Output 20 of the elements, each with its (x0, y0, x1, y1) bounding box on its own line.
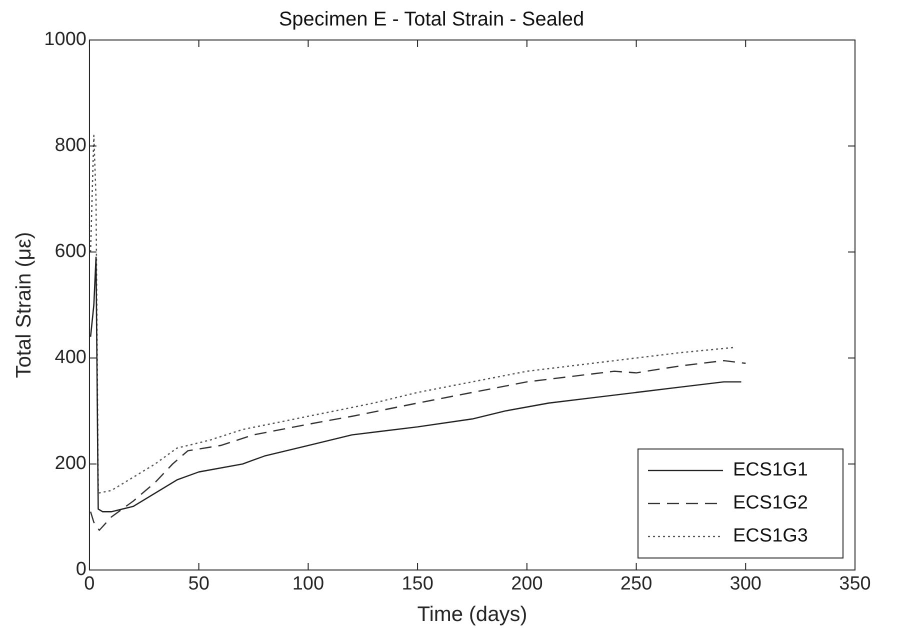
y-tick-label: 800 (54, 135, 86, 156)
y-tick-label: 1000 (44, 29, 86, 50)
x-tick-label: 150 (402, 574, 434, 595)
x-tick-label: 300 (730, 574, 762, 595)
line-series (90, 134, 736, 494)
legend-label: ECS1G1 (733, 460, 808, 481)
x-tick-label: 100 (292, 574, 324, 595)
y-tick-label: 400 (54, 347, 86, 368)
x-tick-label: 350 (839, 574, 871, 595)
x-tick-label: 200 (511, 574, 543, 595)
y-axis-title: Total Strain (με) (12, 232, 36, 378)
x-tick-label: 50 (188, 574, 210, 595)
y-tick-label: 600 (54, 241, 86, 262)
x-tick-label: 250 (620, 574, 652, 595)
chart-title: Specimen E - Total Strain - Sealed (278, 8, 584, 31)
y-tick-label: 0 (76, 559, 86, 580)
legend-label: ECS1G3 (733, 526, 808, 547)
legend-label: ECS1G2 (733, 492, 808, 514)
y-tick-label: 200 (54, 453, 86, 474)
x-axis-title: Time (days) (417, 603, 528, 626)
